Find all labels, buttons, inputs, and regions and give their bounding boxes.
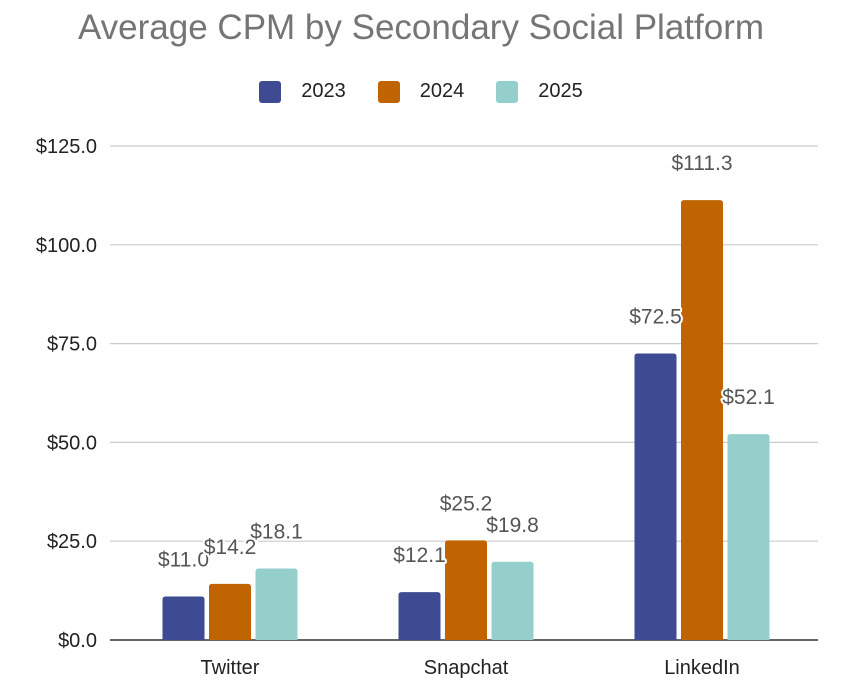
bar-twitter-2025[interactable]: [255, 568, 298, 640]
x-category-linkedin: LinkedIn: [664, 657, 740, 679]
y-tick-label: $75.0: [47, 334, 97, 356]
bar-linkedin-2025[interactable]: [727, 434, 770, 640]
legend-item-2025[interactable]: 2025: [496, 80, 583, 103]
legend-swatch-2025: [496, 80, 519, 103]
legend-label-2024: 2024: [419, 80, 465, 102]
data-label-linkedin-2025: $52.1: [722, 386, 775, 409]
data-label-twitter-2024: $14.2: [204, 536, 257, 559]
data-label-snapchat-2024: $25.2: [440, 492, 493, 515]
legend: 2023 2024 2025: [0, 80, 842, 103]
legend-item-2024[interactable]: 2024: [377, 80, 465, 103]
chart-title: Average CPM by Secondary Social Platform: [77, 8, 765, 47]
x-category-snapchat: Snapchat: [424, 657, 509, 679]
data-label-twitter-2025: $18.1: [250, 520, 303, 543]
bar-linkedin-2024[interactable]: [681, 200, 723, 640]
y-tick-label: $125.0: [36, 136, 97, 158]
legend-item-2023[interactable]: 2023: [259, 80, 346, 103]
x-axis-categories: Twitter Snapchat LinkedIn: [201, 657, 740, 679]
bar-snapchat-2024[interactable]: [445, 540, 487, 640]
data-labels: $11.0$14.2$18.1 $12.1 $25.2$19.8 $72.5 $111.…: [156, 150, 777, 573]
data-label-linkedin-2024: $111.3: [671, 152, 732, 175]
legend-swatch-2023: [259, 80, 282, 103]
y-tick-label: $0.0: [58, 630, 97, 652]
bar-twitter-2023[interactable]: [162, 596, 205, 640]
bar-twitter-2024[interactable]: [209, 583, 251, 640]
data-label-snapchat-2023: $12.1: [393, 544, 446, 567]
legend-swatch-2024: [377, 80, 400, 103]
y-axis-ticks: $0.0 $25.0 $50.0 $75.0 $100.0 $125.0: [36, 136, 97, 652]
data-label-twitter-2023: $11.0: [158, 549, 209, 572]
bars: [162, 200, 770, 640]
data-label-linkedin-2023: $72.5: [629, 305, 682, 328]
y-tick-label: $25.0: [47, 531, 97, 553]
bar-linkedin-2023[interactable]: [634, 353, 677, 640]
y-tick-label: $100.0: [36, 235, 97, 257]
bar-snapchat-2025[interactable]: [491, 561, 534, 640]
x-category-twitter: Twitter: [201, 657, 260, 679]
data-label-snapchat-2025: $19.8: [486, 514, 539, 537]
legend-label-2023: 2023: [301, 80, 346, 102]
y-tick-label: $50.0: [47, 432, 97, 454]
legend-label-2025: 2025: [538, 80, 583, 102]
bar-snapchat-2023[interactable]: [398, 592, 441, 640]
